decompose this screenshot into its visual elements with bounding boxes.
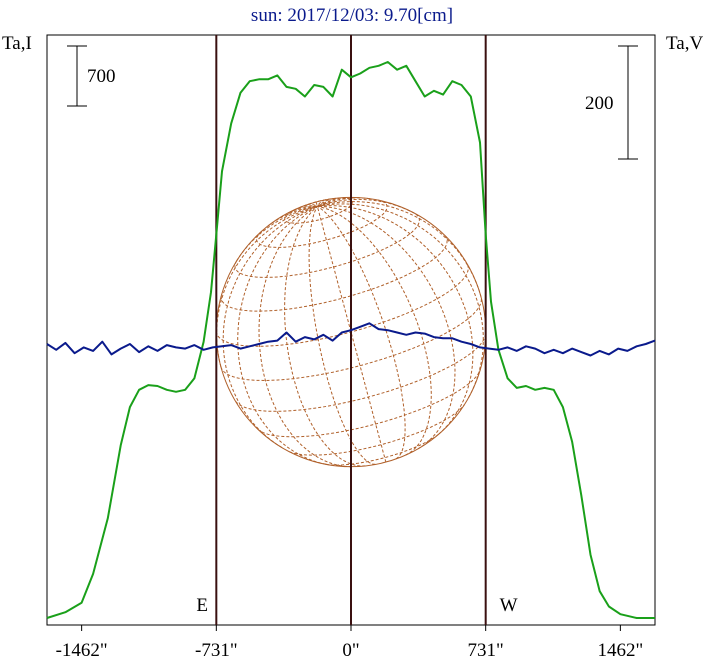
chart-title: sun: 2017/12/03: 9.70[cm] [251,5,453,26]
longitude-line [317,205,406,460]
longitude-line [236,205,318,262]
limb-label-E: E [196,595,208,616]
left-scale-bar [67,45,87,107]
longitude-line [316,199,326,207]
left-scale-label: 700 [87,66,116,87]
x-tick-label: 731" [468,640,504,661]
right-axis-label: Ta,V [666,33,703,54]
longitude-line [308,206,376,465]
longitude-line [317,205,456,450]
latitude-line [326,433,440,466]
longitude-line [284,205,366,467]
right-scale-bar [618,45,638,160]
longitude-line [216,205,318,368]
longitude-line [258,205,352,468]
x-axis-ticks: -1462" -731" 0" 731" 1462" [56,625,643,661]
latitude-line [289,404,465,456]
latitude-line [220,235,448,312]
longitude-line [299,205,318,209]
limb-label-W: W [500,595,518,616]
x-tick-label: 0" [342,640,359,661]
longitude-line [315,201,318,207]
solar-disk [215,196,487,468]
series-lines [46,61,656,619]
longitude-line [316,206,387,463]
latitude-line [234,212,420,278]
series-I-line [46,61,655,619]
longitude-line [317,198,415,214]
left-axis-label: Ta,I [2,33,32,54]
latitude-line [257,369,481,438]
x-tick-label: 1462" [597,640,643,661]
longitude-line [267,205,318,227]
longitude-line [317,198,334,207]
series-V-line [46,322,656,357]
longitude-line [317,205,474,435]
x-tick-label: -731" [195,640,238,661]
longitude-line [222,205,318,449]
longitude-line [237,205,327,465]
longitude-line [317,205,432,456]
x-tick-label: -1462" [56,640,108,661]
longitude-line [317,201,482,298]
right-scale-label: 200 [585,93,614,114]
longitude-line [317,203,484,398]
latitude-line [256,199,388,248]
longitude-line [307,203,318,207]
longitude-line [317,197,371,207]
latitude-line [215,264,469,347]
